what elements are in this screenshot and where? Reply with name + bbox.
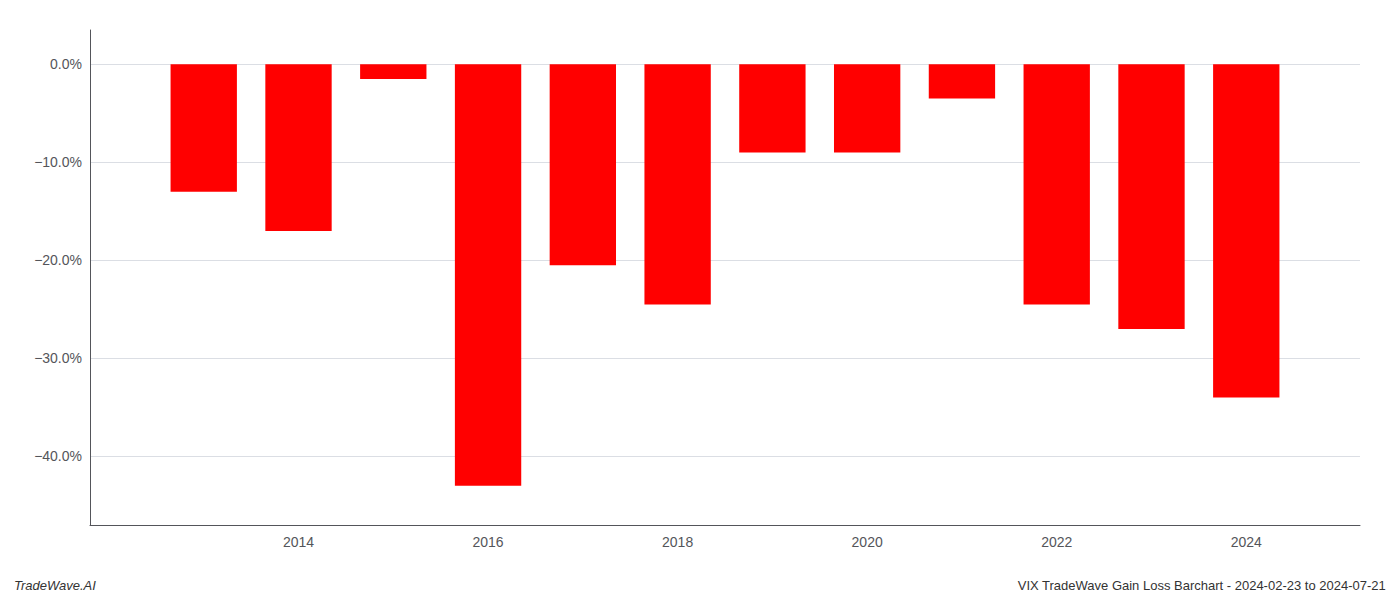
svg-text:−20.0%: −20.0%: [34, 252, 82, 268]
svg-text:TradeWave.AI: TradeWave.AI: [14, 578, 96, 593]
svg-text:0.0%: 0.0%: [50, 56, 82, 72]
svg-text:2024: 2024: [1231, 534, 1262, 550]
svg-text:2022: 2022: [1041, 534, 1072, 550]
svg-text:2018: 2018: [662, 534, 693, 550]
svg-text:VIX TradeWave Gain Loss Barcha: VIX TradeWave Gain Loss Barchart - 2024-…: [1018, 578, 1386, 593]
svg-text:−10.0%: −10.0%: [34, 154, 82, 170]
svg-text:−40.0%: −40.0%: [34, 448, 82, 464]
svg-text:2016: 2016: [472, 534, 503, 550]
svg-text:2020: 2020: [852, 534, 883, 550]
svg-text:−30.0%: −30.0%: [34, 350, 82, 366]
svg-text:2014: 2014: [283, 534, 314, 550]
